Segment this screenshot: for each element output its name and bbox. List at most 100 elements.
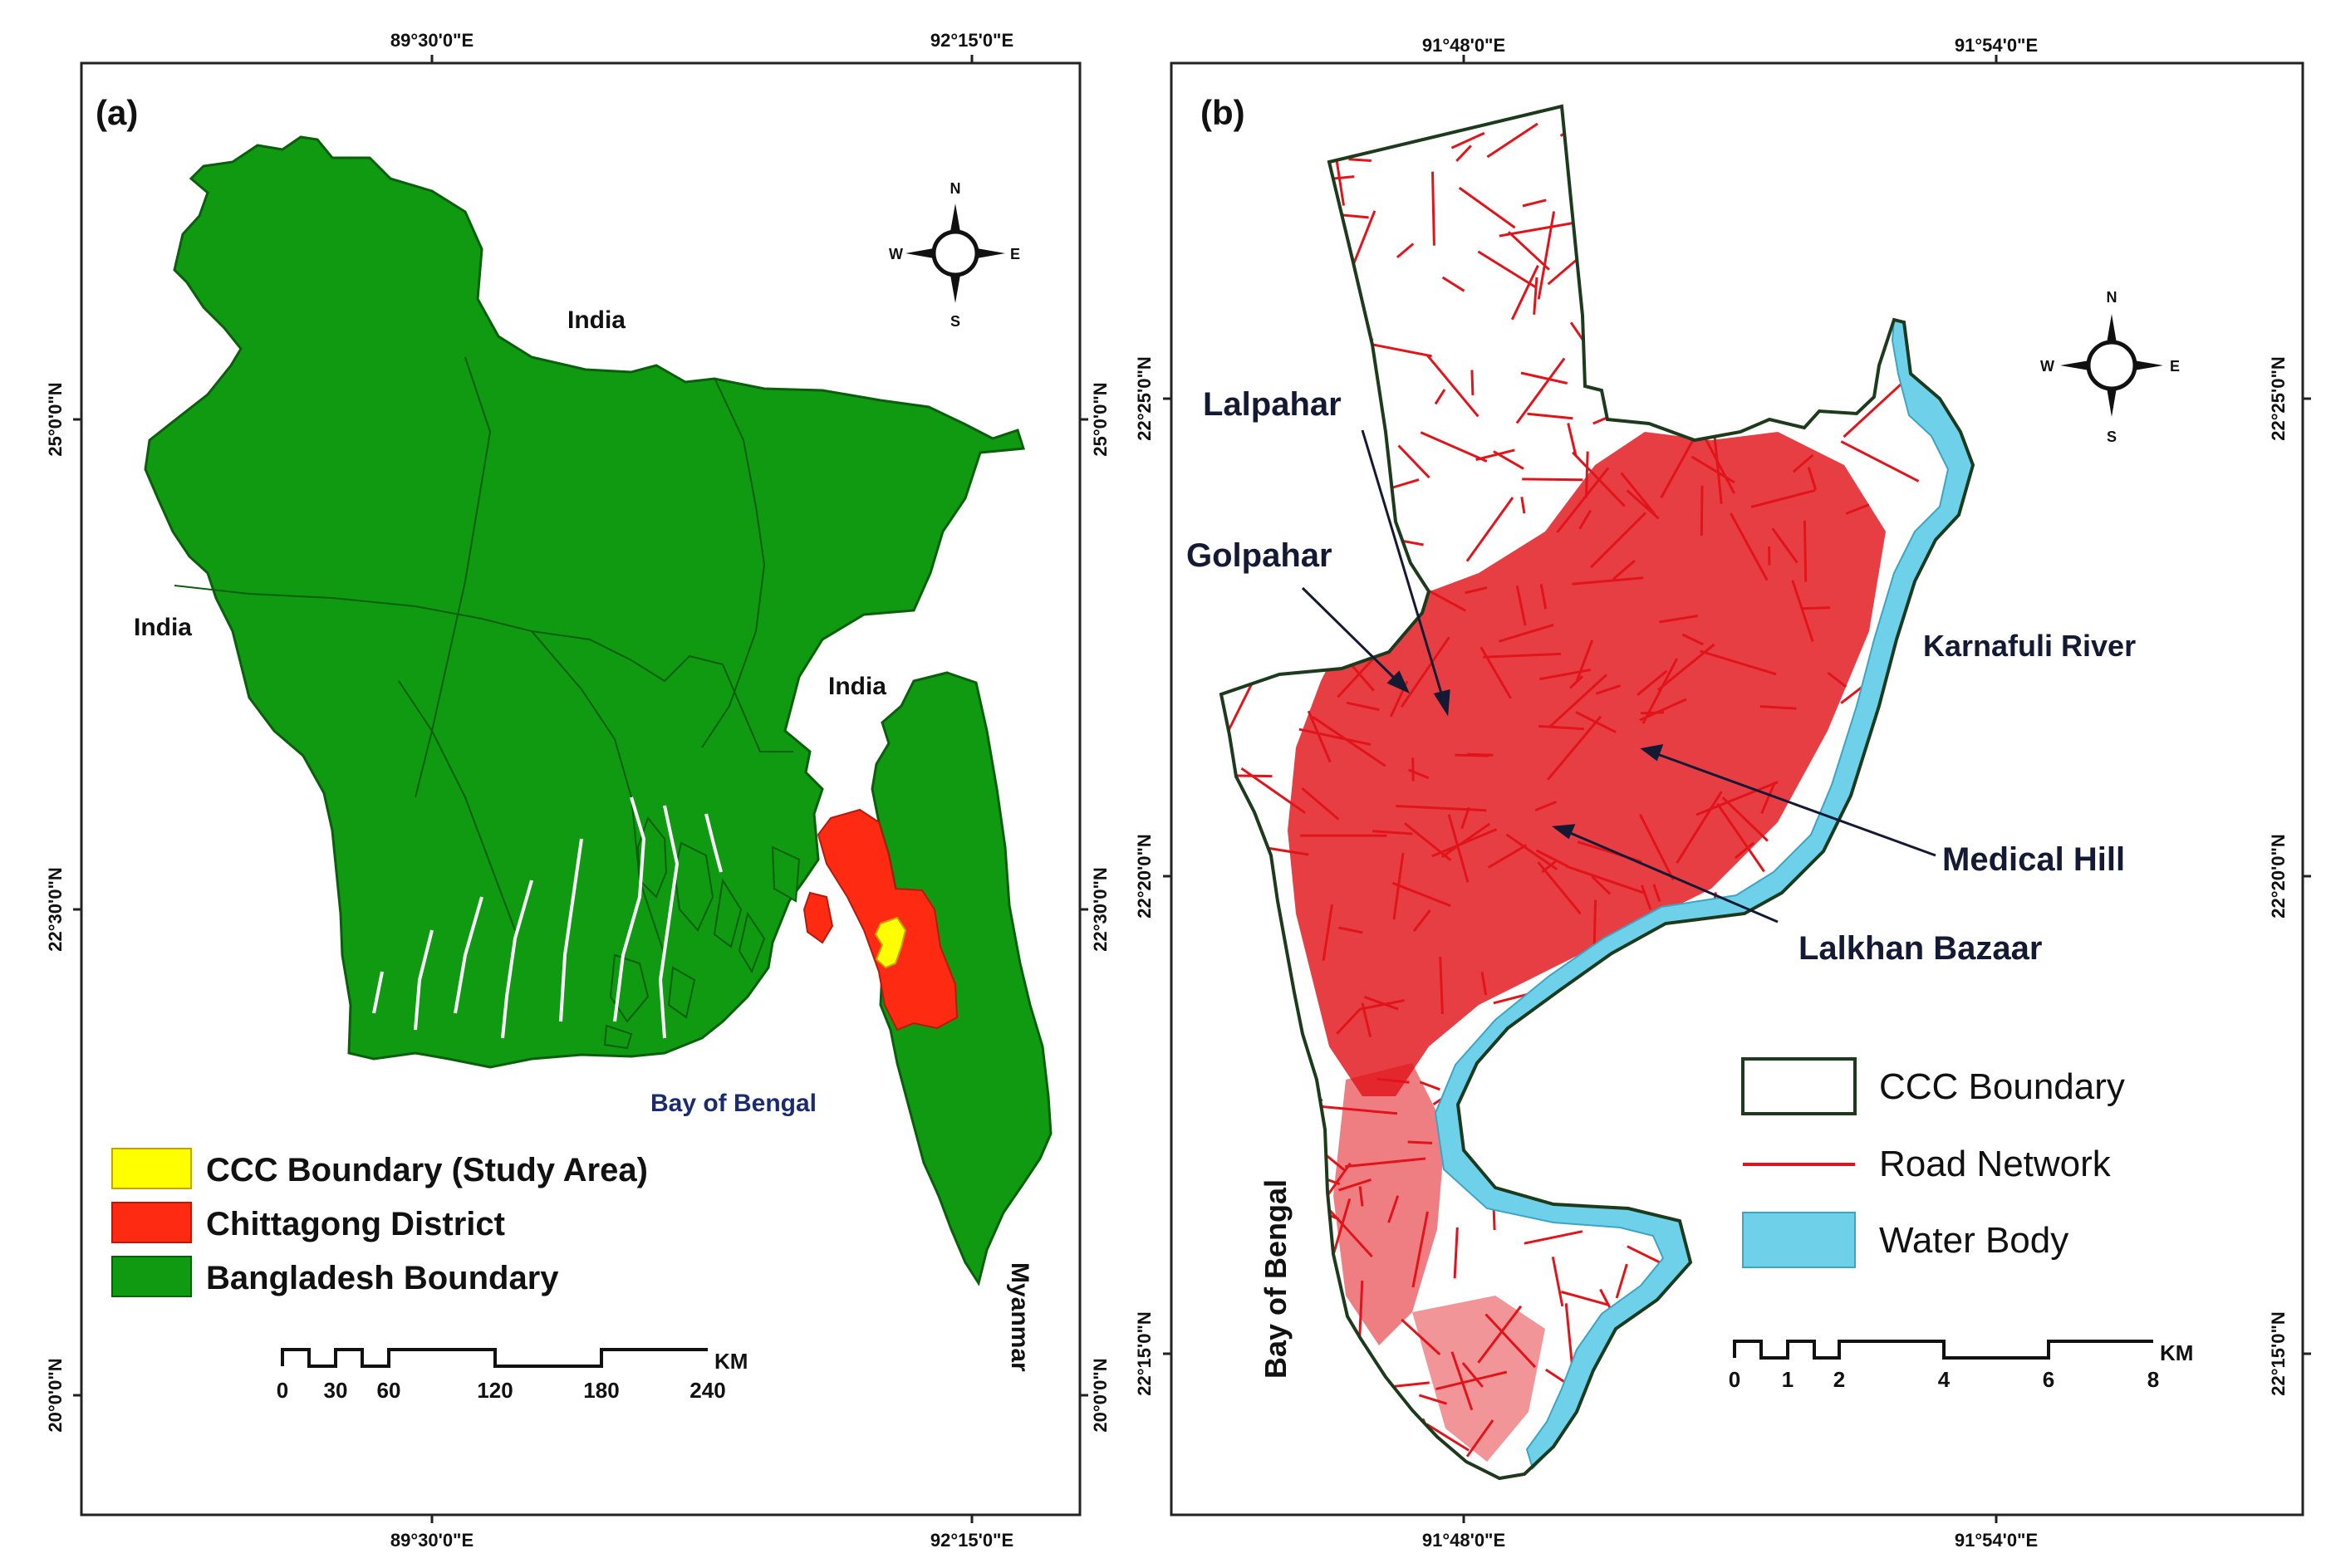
road-segment: [1412, 909, 1431, 933]
road-segment: [1465, 497, 1514, 562]
label-bay-of-bengal-b: Bay of Bengal: [1259, 1179, 1293, 1379]
panel-a-bottom-tick-2: 92°15'0"E: [930, 1530, 1013, 1551]
road-segment: [1420, 431, 1488, 463]
road-segment: [1458, 186, 1516, 229]
road-segment: [1615, 1263, 1628, 1299]
road-segment: [1447, 814, 1470, 883]
place-arrows: [1301, 429, 1936, 924]
road-segment: [1771, 527, 1798, 564]
road-segment: [1538, 724, 1584, 731]
road-segment: [1527, 412, 1573, 420]
road-segment: [1359, 999, 1405, 1011]
road-segment: [1564, 1303, 1573, 1364]
road-segment: [1434, 389, 1446, 405]
road-segment: [1480, 972, 1488, 996]
road-segment: [1730, 512, 1769, 581]
road-segment: [1578, 509, 1592, 530]
bangladesh-boundary-shape: [144, 135, 1025, 1069]
scale-bar-b: 0 1 2 4 6 8 KM: [1729, 1340, 2193, 1392]
road-segment: [1595, 684, 1622, 695]
scale-b-6: 6: [2043, 1367, 2054, 1392]
compass-b: N S E W: [2040, 289, 2180, 445]
road-segment: [1547, 715, 1602, 781]
scale-a-240: 240: [689, 1378, 725, 1403]
southeast-strip-shape: [871, 671, 1053, 1286]
compass-a-s: S: [950, 313, 960, 330]
division-lines: [174, 356, 793, 956]
panel-b: (b) 91°48'0"E 91°54'0"E 91°48'0"E 91°54'…: [1134, 35, 2311, 1551]
road-segment: [1453, 1227, 1459, 1279]
road-segment: [1640, 884, 1652, 910]
road-segment: [1440, 822, 1491, 859]
scale-a-180: 180: [583, 1378, 619, 1403]
road-segment: [1480, 646, 1512, 699]
road-segment: [1843, 377, 1909, 439]
legend-a-swatch-chittagong: [111, 1202, 192, 1243]
compass-a-n: N: [950, 180, 961, 197]
road-segment: [1429, 590, 1466, 612]
road-segment: [1584, 451, 1589, 498]
panel-b-top-tick-1: 91°48'0"E: [1422, 35, 1505, 56]
panel-b-top-tick-2: 91°54'0"E: [1955, 35, 2038, 56]
road-segment: [1455, 145, 1472, 162]
road-segment: [1700, 485, 1704, 537]
road-segment: [1551, 1257, 1564, 1307]
road-segment: [1807, 467, 1818, 491]
road-segment: [1312, 715, 1386, 767]
road-segment: [1575, 711, 1617, 734]
road-segment: [1759, 705, 1797, 710]
road-segment: [1676, 791, 1723, 864]
road-segment: [1639, 698, 1687, 722]
compass-a-w: W: [889, 246, 903, 262]
panel-a-right-tick-2: 22°30'0"N: [1090, 867, 1111, 952]
label-india-north: India: [567, 306, 626, 334]
panel-a-bottom-tick-1: 89°30'0"E: [390, 1530, 474, 1551]
compass-b-w: W: [2040, 358, 2054, 375]
label-myanmar: Myanmar: [1006, 1262, 1033, 1372]
road-segment: [1801, 606, 1831, 610]
scale-a-60: 60: [377, 1378, 401, 1403]
road-segment: [1845, 503, 1870, 515]
compass-b-n: N: [2107, 289, 2117, 306]
road-segment: [1591, 875, 1612, 895]
road-segment: [1439, 957, 1444, 1015]
panel-a-tag: (a): [96, 93, 138, 132]
road-segment: [1461, 1362, 1484, 1388]
road-segment: [1681, 633, 1705, 646]
compass-a-e: E: [1010, 246, 1020, 262]
legend-b: CCC Boundary Road Network Water Body: [1741, 1057, 2125, 1268]
road-segment: [1396, 805, 1487, 812]
road-segment: [1590, 512, 1646, 569]
road-segment: [1396, 243, 1415, 259]
road-segment: [1791, 580, 1814, 642]
road-segment: [1507, 231, 1550, 271]
road-segment: [1840, 440, 1920, 483]
legend-b-label-ccc: CCC Boundary: [1879, 1066, 2125, 1107]
scale-b-1: 1: [1782, 1367, 1794, 1392]
road-segment: [1363, 995, 1399, 1011]
panel-a-right-tick-1: 25°0'0"N: [1090, 382, 1111, 456]
legend-b-swatch-water: [1742, 1212, 1856, 1268]
road-segment: [1465, 586, 1488, 595]
road-segment: [1695, 781, 1779, 816]
road-segment: [1499, 220, 1583, 238]
road-segment: [1505, 833, 1558, 871]
road-segment: [1372, 830, 1413, 835]
panel-a-left-tick-2: 22°30'0"N: [45, 867, 66, 952]
road-segment: [1721, 796, 1769, 842]
road-segment: [1700, 649, 1777, 676]
road-segment: [1498, 623, 1554, 643]
compass-b-s: S: [2107, 429, 2117, 445]
road-segment: [1470, 370, 1475, 395]
panel-b-left-tick-3: 22°15'0"N: [1134, 1311, 1155, 1396]
road-segment: [1716, 802, 1765, 873]
ccc-study-area-shape: [874, 916, 907, 969]
road-segment: [1419, 1080, 1440, 1091]
label-lalpahar: Lalpahar: [1203, 386, 1342, 423]
scale-bar-a: 0 30 60 120 180 240 KM: [277, 1348, 748, 1403]
road-segment: [1534, 801, 1557, 811]
road-segment: [1803, 520, 1808, 582]
legend-a-swatch-ccc: [111, 1148, 192, 1189]
road-segment: [1539, 669, 1592, 681]
road-segment: [1568, 675, 1584, 689]
